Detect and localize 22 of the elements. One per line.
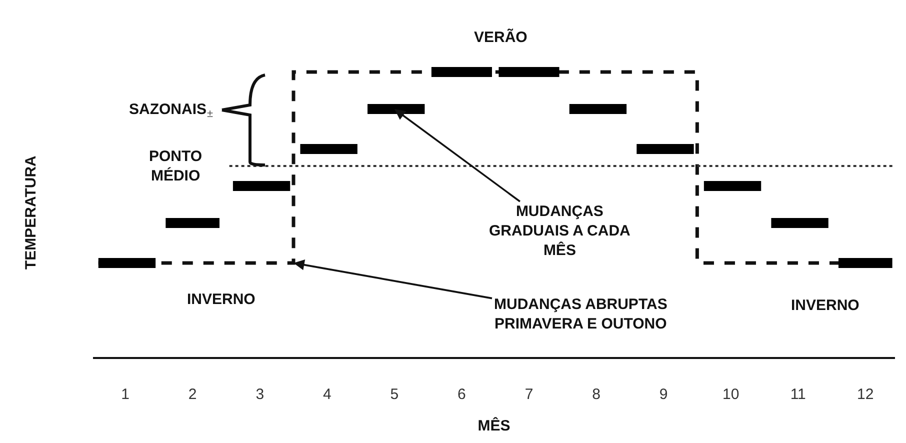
annotation: ± <box>207 108 214 120</box>
x-tick-label: 5 <box>390 386 399 403</box>
x-tick-label: 9 <box>659 386 668 403</box>
x-tick-label: 8 <box>592 386 600 403</box>
ref-line-label: PONTO MÉDIO <box>149 148 202 184</box>
x-tick-label: 12 <box>857 386 874 403</box>
x-axis-title: MÊS <box>478 416 510 434</box>
x-tick-label: 10 <box>722 386 740 403</box>
text: VERÃO <box>474 28 528 46</box>
x-tick-label: 1 <box>121 386 130 403</box>
annotation: MUDANÇAS GRADUAIS A CADA MÊS <box>489 203 631 259</box>
annotation: INVERNO <box>187 291 256 308</box>
x-tick-label: 11 <box>790 386 806 403</box>
annotation: SAZONAIS <box>129 101 207 118</box>
x-tick-label: 6 <box>458 386 466 403</box>
x-tick-label: 2 <box>188 386 197 403</box>
annotation: MUDANÇAS ABRUPTAS PRIMAVERA E OUTONO <box>494 296 668 332</box>
x-tick-label: 7 <box>524 386 534 403</box>
x-tick-label: 3 <box>256 386 264 403</box>
y-axis-title: TEMPERATURA <box>22 155 40 270</box>
annotation: INVERNO <box>791 297 860 314</box>
x-tick-label: 4 <box>322 386 332 403</box>
